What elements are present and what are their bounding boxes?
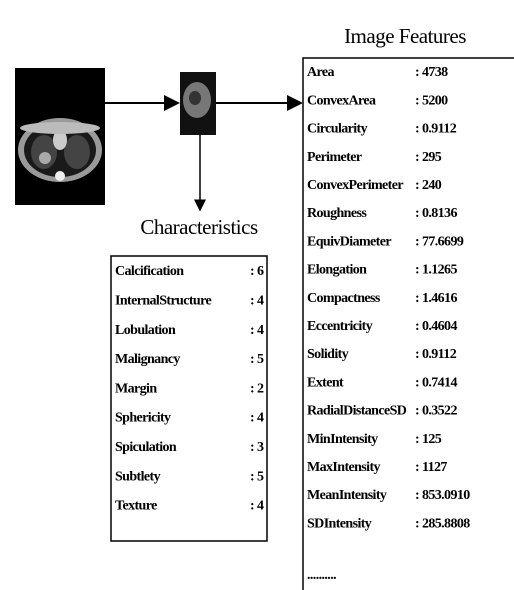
feature-name: Elongation — [307, 263, 367, 278]
feature-name: ConvexArea — [307, 93, 376, 108]
characteristic-name: Malignancy — [115, 352, 180, 367]
characteristic-value: : 6 — [250, 264, 264, 279]
feature-value: : 4738 — [415, 65, 448, 80]
feature-value: : 0.9112 — [415, 122, 457, 137]
feature-name: ConvexPerimeter — [307, 178, 403, 193]
characteristic-value: : 5 — [250, 352, 264, 367]
feature-name: Circularity — [307, 122, 368, 137]
feature-value: : 0.9112 — [415, 347, 457, 362]
characteristic-name: InternalStructure — [115, 294, 211, 309]
characteristic-value: : 2 — [250, 381, 264, 396]
more-indicator: .......... — [307, 568, 336, 583]
feature-name: Compactness — [307, 291, 381, 306]
nodule-image — [180, 72, 216, 135]
characteristic-value: : 4 — [250, 294, 264, 309]
characteristic-value: : 3 — [250, 440, 264, 455]
ct-image — [15, 68, 105, 205]
characteristic-name: Spiculation — [115, 440, 177, 455]
characteristic-value: : 4 — [250, 411, 264, 426]
characteristic-value: : 5 — [250, 469, 264, 484]
characteristic-name: Sphericity — [115, 411, 171, 426]
feature-value: : 285.8808 — [415, 516, 470, 531]
characteristic-name: Margin — [115, 381, 157, 396]
feature-name: Eccentricity — [307, 319, 373, 334]
feature-name: SDIntensity — [307, 516, 372, 531]
characteristic-name: Texture — [115, 499, 157, 514]
feature-name: Area — [307, 65, 334, 80]
feature-value: : 1.4616 — [415, 291, 457, 306]
feature-value: : 0.8136 — [415, 206, 457, 221]
feature-name: MaxIntensity — [307, 460, 381, 475]
characteristic-value: : 4 — [250, 323, 264, 338]
feature-name: RadialDistanceSD — [307, 404, 407, 419]
feature-name: Perimeter — [307, 150, 362, 165]
feature-value: : 0.4604 — [415, 319, 457, 334]
feature-name: EquivDiameter — [307, 234, 391, 249]
characteristic-name: Calcification — [115, 264, 184, 279]
feature-value: : 853.0910 — [415, 488, 470, 503]
feature-value: : 295 — [415, 150, 442, 165]
feature-value: : 125 — [415, 432, 442, 447]
feature-name: Roughness — [307, 206, 367, 221]
feature-value: : 240 — [415, 178, 442, 193]
characteristics-title: Characteristics — [140, 215, 258, 239]
feature-name: Solidity — [307, 347, 349, 362]
diagram: Image Features Characteristics .........… — [0, 0, 514, 590]
canvas: Image Features Characteristics .........… — [0, 0, 514, 590]
feature-name: MinIntensity — [307, 432, 378, 447]
characteristic-name: Lobulation — [115, 323, 176, 338]
characteristic-name: Subtlety — [115, 469, 161, 484]
feature-value: : 0.3522 — [415, 404, 457, 419]
characteristic-value: : 4 — [250, 499, 264, 514]
feature-value: : 1127 — [415, 460, 447, 475]
features-title: Image Features — [344, 24, 466, 48]
feature-name: MeanIntensity — [307, 488, 387, 503]
feature-value: : 1.1265 — [415, 263, 457, 278]
feature-value: : 77.6699 — [415, 234, 464, 249]
feature-name: Extent — [307, 375, 344, 390]
feature-value: : 5200 — [415, 93, 448, 108]
feature-value: : 0.7414 — [415, 375, 457, 390]
